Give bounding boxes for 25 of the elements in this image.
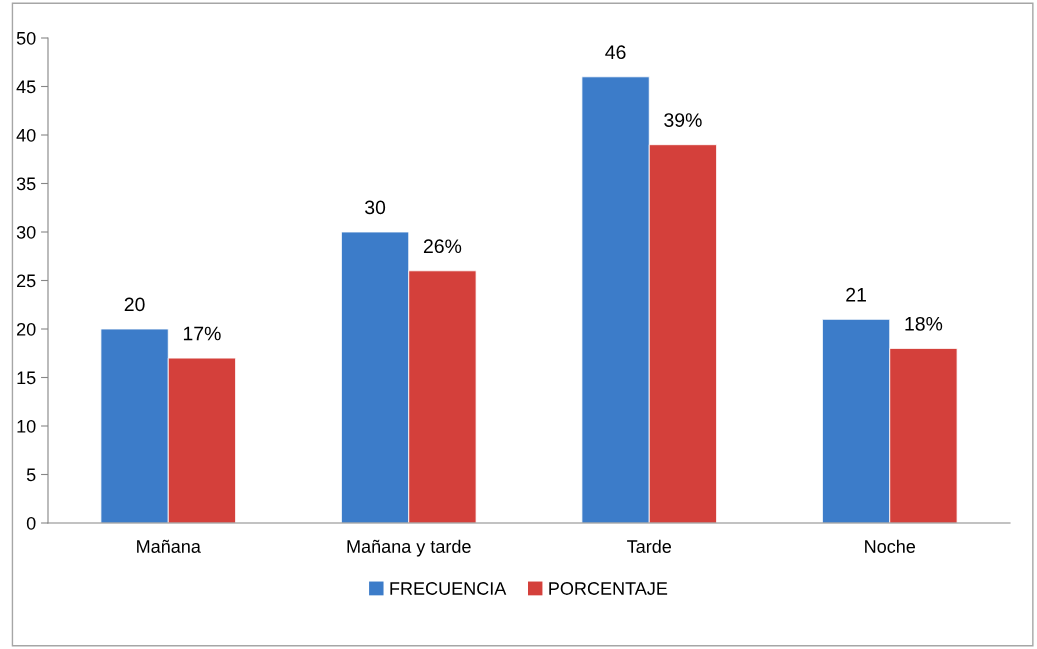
data-label: 46 — [605, 45, 626, 60]
y-tick-label: 20 — [17, 322, 36, 336]
data-label: 17% — [183, 326, 221, 341]
x-tick-label: Tarde — [627, 539, 672, 553]
data-label: 30 — [365, 200, 386, 215]
y-tick-label: 50 — [16, 31, 36, 45]
legend-label: PORCENTAJE — [549, 582, 668, 595]
y-tick-label: 25 — [17, 274, 36, 288]
data-label: 18% — [905, 316, 943, 331]
x-tick-label: Mañana — [137, 539, 201, 553]
y-tick-label: 5 — [26, 468, 36, 482]
y-tick-label: 40 — [16, 128, 36, 142]
x-tick-label: Mañana y tarde — [347, 539, 471, 557]
data-label: 20 — [124, 297, 145, 312]
data-label: 26% — [423, 239, 462, 254]
y-tick-label: 0 — [26, 516, 36, 530]
y-tick-label: 45 — [16, 80, 36, 94]
y-tick-label: 15 — [17, 371, 36, 385]
data-label: 39% — [664, 113, 702, 127]
legend-label: FRECUENCIA — [390, 582, 507, 595]
x-tick-label: Noche — [865, 539, 916, 553]
y-tick-label: 10 — [17, 419, 36, 433]
y-tick-label: 35 — [16, 177, 36, 191]
y-tick-label: 30 — [16, 225, 36, 239]
data-label: 21 — [846, 287, 866, 302]
